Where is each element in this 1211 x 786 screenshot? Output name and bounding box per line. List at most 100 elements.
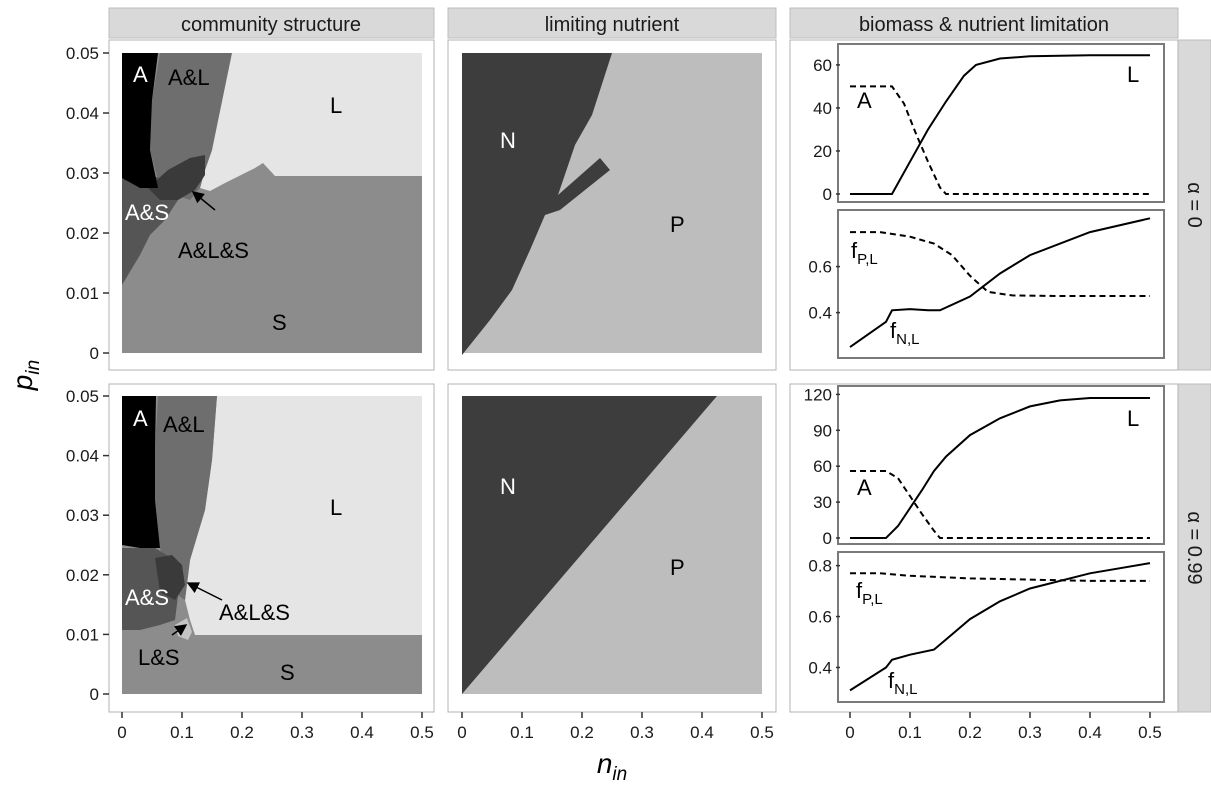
region-L-b <box>185 396 422 635</box>
region-A-b <box>122 396 160 548</box>
label-P: P <box>670 212 685 237</box>
label-L-and-S-b: L&S <box>138 645 180 670</box>
series-label-fNL-b: fN,L <box>888 668 917 698</box>
series-label-L-b: L <box>1127 406 1139 431</box>
x-tick-label: 0.5 <box>1138 723 1162 742</box>
y-ticks-limitation-alpha-0: 0.4 0.6 <box>808 258 840 323</box>
arrow-A-L-S <box>191 191 216 211</box>
y-tick-label: 0.04 <box>66 447 99 466</box>
label-L: L <box>330 93 342 118</box>
panel-frame-community-bottom <box>108 383 435 713</box>
series-label-fPL: fP,L <box>851 238 878 268</box>
x-tick-label: 0.5 <box>750 723 774 742</box>
label-N: N <box>500 128 516 153</box>
fNL-sub: N,L <box>896 331 919 348</box>
x-tick-label: 0.2 <box>570 723 594 742</box>
label-S: S <box>272 310 287 335</box>
panel-frame-nutrient-top <box>447 39 777 371</box>
y-tick-label: 30 <box>813 493 832 512</box>
y-ticks-biomass-alpha-0: 0 20 40 60 <box>813 56 840 204</box>
y-tick-label: 60 <box>813 56 832 75</box>
y-tick-label: 0 <box>823 529 832 548</box>
y-tick-label: 90 <box>813 421 832 440</box>
y-tick-label: 0.02 <box>66 566 99 585</box>
series-line-fPL-b <box>850 572 1150 582</box>
biomass-plot-frame-b <box>837 385 1165 545</box>
y-tick-label: 40 <box>813 99 832 118</box>
biomass-plot-frame <box>837 43 1165 203</box>
region-A-and-L-and-S <box>148 155 205 200</box>
y-axis-pin-ticks: 0 0.01 0.02 0.03 0.04 0.05 0 0.01 0.02 0.03 0.04 0.… <box>66 44 109 704</box>
series-label-fNL: fN,L <box>890 318 919 348</box>
label-A-and-S: A&S <box>125 200 169 225</box>
row-strips: α = 0 α = 0.99 <box>1177 39 1211 713</box>
y-tick-label: 0.03 <box>66 164 99 183</box>
label-A-and-L-and-S-b: A&L&S <box>219 600 290 625</box>
label-P-b: P <box>670 555 685 580</box>
label-A-b: A <box>133 406 148 431</box>
y-axis-title: pin <box>7 360 44 391</box>
heatmap-nutrient-alpha-099: N P <box>462 396 762 694</box>
y-tick-label: 0.05 <box>66 44 99 63</box>
y-tick-label: 0.01 <box>66 625 99 644</box>
limitation-panel-alpha-099: fP,L fN,L 0.40.60.8 <box>808 551 1165 703</box>
arrow-A-L-S-b <box>186 582 223 601</box>
label-A-and-L-b: A&L <box>163 412 205 437</box>
y-tick-label: 60 <box>813 457 832 476</box>
column-strips: community structure limiting nutrient bi… <box>108 7 1179 39</box>
fPL-sub: P,L <box>857 251 878 268</box>
arrow-L-S-b <box>171 624 188 636</box>
panel-frame-nutrient-bottom <box>447 383 777 713</box>
y-tick-label: 0.6 <box>808 608 832 627</box>
series-line-L <box>850 54 1150 195</box>
region-N <box>462 53 612 355</box>
region-A-and-L <box>150 53 232 200</box>
biomass-panel-alpha-0: L A 0 20 40 60 <box>813 43 1165 204</box>
region-L <box>200 53 422 191</box>
x-tick-label: 0.3 <box>630 723 654 742</box>
strip-label-alpha-0: α = 0 <box>1183 182 1205 227</box>
y-tick-label: 120 <box>804 385 832 404</box>
y-ticks-biomass-alpha-099: 0 30 60 90 120 <box>804 385 840 548</box>
panel-frame-biomass-top <box>789 39 1179 371</box>
y-axis-title-base: p <box>7 375 38 392</box>
y-ticks-limitation-alpha-099: 0.4 0.6 0.8 <box>808 557 840 677</box>
panel-frame-community-top <box>108 39 435 371</box>
limitation-plot-frame <box>837 209 1165 359</box>
fPL-base-b: f <box>856 578 863 603</box>
limitation-plot-frame-b <box>837 551 1165 703</box>
x-tick-label: 0.4 <box>690 723 714 742</box>
label-S-b: S <box>280 660 295 685</box>
y-axis-title-sub: in <box>23 360 44 375</box>
y-tick-label: 0.02 <box>66 224 99 243</box>
panel-frame-biomass-bottom <box>789 383 1179 713</box>
series-label-L: L <box>1127 62 1139 87</box>
series-line-fNL-b <box>849 562 1151 692</box>
series-label-A-b: A <box>857 475 872 500</box>
series-line-A <box>850 85 1150 195</box>
x-axis-title-base: n <box>597 748 613 779</box>
label-A-and-L-and-S: A&L&S <box>178 238 249 263</box>
fNL-base-b: f <box>888 668 895 693</box>
x-tick-label: 0.3 <box>1018 723 1042 742</box>
y-tick-label: 0.6 <box>808 258 832 277</box>
x-axis-nin-ticks: 0 0.1 0.2 0.3 0.4 0.5 0 0.1 0.2 0.3 0.4 0.5 0 0.1 0.2 0… <box>117 712 1162 742</box>
x-tick-label: 0 <box>457 723 466 742</box>
region-A-and-L-and-S-b <box>155 555 185 600</box>
heatmap-nutrient-alpha-0: N P <box>462 53 762 355</box>
x-tick-label: 0.3 <box>290 723 314 742</box>
x-tick-label: 0.2 <box>230 723 254 742</box>
strip-biomass <box>789 7 1179 39</box>
y-tick-label: 0.4 <box>808 304 832 323</box>
region-A-and-L-b <box>155 396 217 600</box>
x-tick-label: 0.4 <box>350 723 374 742</box>
y-tick-label: 0 <box>823 185 832 204</box>
y-tick-label: 0 <box>90 685 99 704</box>
fPL-sub-b: P,L <box>862 591 883 608</box>
series-label-fPL-b: fP,L <box>856 578 883 608</box>
label-A: A <box>133 62 148 87</box>
strip-label-alpha-099: α = 0.99 <box>1183 511 1205 584</box>
label-A-and-S-b: A&S <box>125 585 169 610</box>
y-tick-label: 0.05 <box>66 387 99 406</box>
